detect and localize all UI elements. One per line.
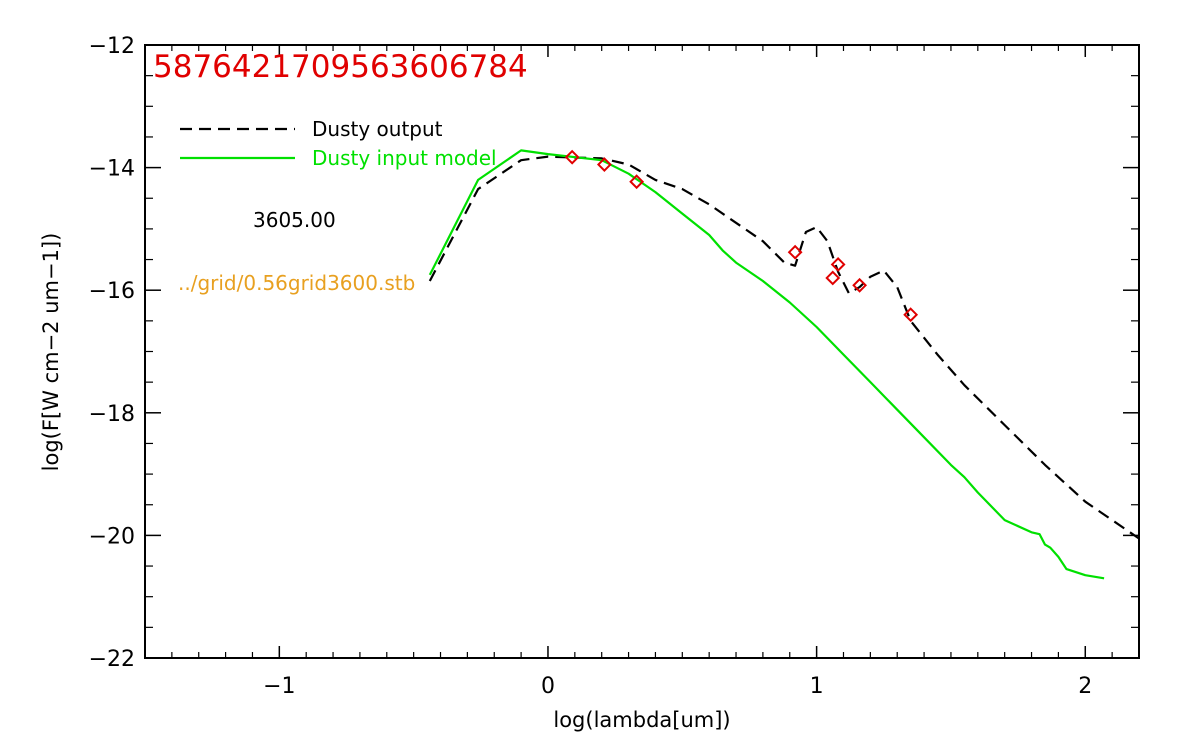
legend-label-dusty-input-model: Dusty input model	[312, 146, 497, 170]
x-tick-label: 0	[541, 674, 555, 699]
plot-frame	[144, 44, 1140, 659]
series-group	[428, 149, 1140, 580]
photometry-point-marker	[629, 174, 645, 190]
markers-group	[564, 149, 919, 323]
photometry-point-marker	[825, 270, 841, 286]
photometry-point-marker	[787, 244, 803, 260]
series-line-dusty-input-model	[428, 149, 1105, 580]
y-tick-label: −14	[89, 157, 135, 182]
legend: Dusty output Dusty input model	[180, 117, 497, 170]
y-tick-label: −20	[89, 524, 135, 549]
x-tick-label: −1	[263, 674, 295, 699]
photometry-point-marker	[564, 149, 580, 165]
photometry-point-marker	[903, 307, 919, 323]
y-tick-label: −16	[89, 279, 135, 304]
x-tick-label: 1	[810, 674, 824, 699]
photometry-point-marker	[596, 157, 612, 172]
y-tick-label: −22	[89, 647, 135, 672]
y-tick-label: −18	[89, 402, 135, 427]
annotation-grid-file: ../grid/0.56grid3600.stb	[178, 271, 415, 295]
photometry-point-marker	[852, 277, 868, 293]
y-tick-label: −12	[89, 34, 135, 59]
series-line-dusty-output	[428, 155, 1140, 540]
y-axis-label: log(F[W cm−2 um−1])	[39, 233, 63, 472]
x-tick-label: 2	[1078, 674, 1092, 699]
photometry-point-marker	[830, 257, 846, 272]
x-axis-label: log(lambda[um])	[553, 708, 730, 732]
chart-title: 587642170956360678‍4	[153, 49, 528, 85]
annotation-temperature: 3605.00	[253, 208, 336, 232]
ticks-group: −1 0 1 2 −22 −20 −18 −16 −14 −12	[89, 34, 1139, 699]
legend-label-dusty-output: Dusty output	[312, 117, 443, 141]
